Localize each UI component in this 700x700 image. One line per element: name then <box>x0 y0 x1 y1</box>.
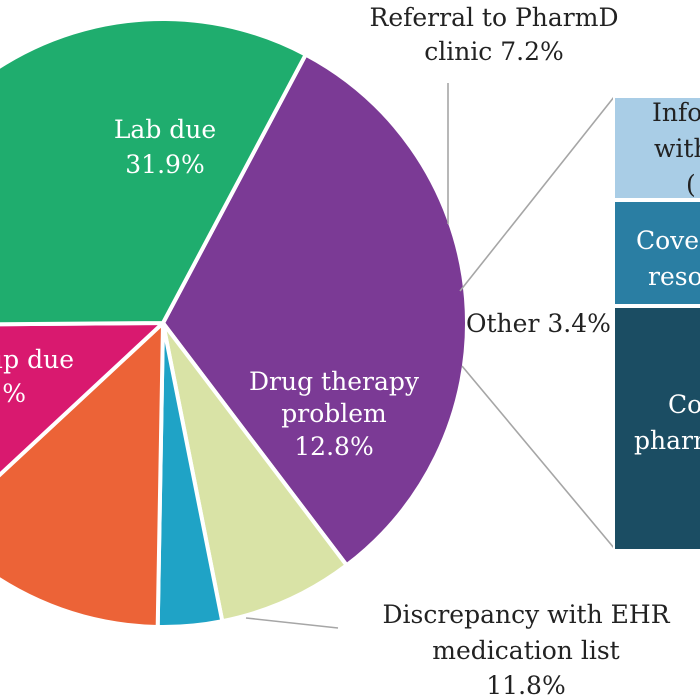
leader-lines <box>245 83 615 629</box>
follow-up-value: % <box>2 379 26 408</box>
discrepancy-label: medication list <box>432 636 619 665</box>
bar-label: pharm <box>634 426 700 455</box>
bar-label: Co <box>668 390 700 419</box>
bar-segment <box>613 96 700 200</box>
pie-labels: Lab due 31.9% Referral to PharmD clinic … <box>0 3 671 700</box>
lab-due-value: 31.9% <box>125 150 204 179</box>
other-label: Other 3.4% <box>466 309 611 338</box>
referral-label: Referral to PharmD <box>370 3 619 32</box>
bar-segment <box>613 306 700 551</box>
zoom-line-top <box>459 96 615 292</box>
lab-due-label: Lab due <box>114 115 216 144</box>
bar-label: with <box>654 134 700 163</box>
discrepancy-value: 11.8% <box>486 671 565 700</box>
drug-therapy-value: 12.8% <box>294 432 373 461</box>
bar-label: ( <box>686 170 696 199</box>
drug-therapy-label: problem <box>281 399 387 428</box>
bar-segment <box>613 200 700 306</box>
pie-slice-follow-up-due <box>0 17 308 327</box>
bar-label: resol <box>648 262 700 291</box>
referral-value: clinic 7.2% <box>424 37 564 66</box>
pie-slice-drug-therapy-problem <box>0 321 165 629</box>
follow-up-label: up due <box>0 345 74 374</box>
discrepancy-label: Discrepancy with EHR <box>382 600 670 629</box>
pie-slices <box>0 17 469 629</box>
bar-label: Info <box>652 98 700 127</box>
pie-slice-discrepancy-with-ehr-medication-list <box>0 321 165 478</box>
zoom-line-bottom <box>461 365 615 549</box>
discrepancy-leader-line <box>245 617 339 629</box>
drug-therapy-label: Drug therapy <box>249 367 420 396</box>
